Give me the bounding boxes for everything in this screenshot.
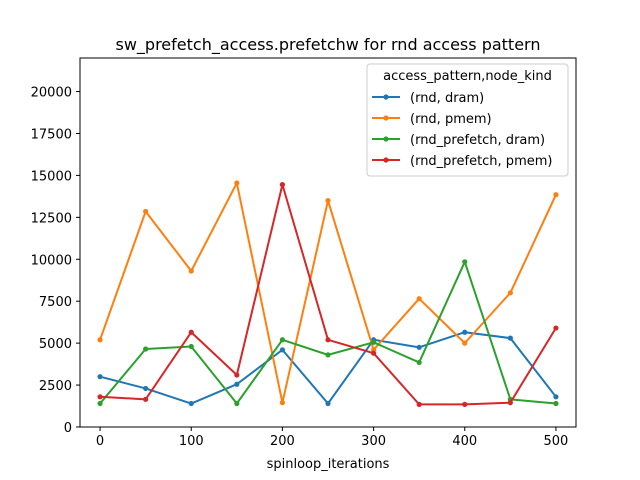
legend-marker bbox=[383, 157, 389, 163]
legend-entry: (rnd_prefetch, dram) bbox=[410, 133, 545, 148]
y-tick-label: 12500 bbox=[31, 211, 72, 226]
data-point bbox=[416, 401, 422, 407]
y-tick-label: 0 bbox=[64, 421, 72, 436]
data-point bbox=[507, 335, 513, 341]
data-point bbox=[188, 329, 194, 335]
data-point bbox=[370, 339, 377, 345]
data-point bbox=[553, 400, 559, 407]
data-point bbox=[97, 400, 103, 407]
data-point bbox=[97, 374, 103, 380]
series-0 bbox=[97, 329, 559, 407]
y-tick-label: 2500 bbox=[39, 379, 72, 394]
data-point bbox=[462, 329, 468, 335]
data-point bbox=[370, 350, 377, 356]
x-tick-label: 300 bbox=[361, 434, 386, 449]
data-point bbox=[234, 400, 240, 407]
data-point bbox=[188, 400, 194, 407]
data-point bbox=[462, 340, 468, 346]
legend-marker bbox=[383, 136, 389, 142]
legend-box bbox=[366, 63, 569, 177]
data-point bbox=[553, 192, 559, 198]
data-point bbox=[507, 290, 513, 296]
data-point bbox=[325, 400, 331, 407]
data-point bbox=[188, 268, 194, 274]
x-tick-label: 0 bbox=[96, 434, 104, 449]
series-3 bbox=[97, 182, 559, 407]
y-tick-label: 10000 bbox=[31, 253, 72, 268]
data-point bbox=[325, 337, 331, 343]
data-point bbox=[234, 372, 240, 378]
data-point bbox=[416, 359, 422, 366]
data-point bbox=[279, 182, 286, 188]
y-tick-label: 7500 bbox=[39, 295, 72, 310]
legend-title: access_pattern,node_kind bbox=[383, 69, 552, 84]
data-point bbox=[553, 325, 559, 331]
x-axis: 0 100 200 300 400 500 bbox=[96, 427, 568, 449]
legend-marker bbox=[383, 94, 389, 100]
data-point bbox=[416, 296, 422, 302]
series-1 bbox=[97, 180, 559, 406]
data-point bbox=[416, 344, 422, 350]
x-tick-label: 500 bbox=[544, 434, 569, 449]
data-point bbox=[462, 259, 468, 265]
legend-marker bbox=[383, 115, 389, 121]
x-tick-label: 100 bbox=[179, 434, 204, 449]
legend-entry: (rnd, dram) bbox=[410, 91, 484, 106]
data-point bbox=[97, 337, 103, 343]
x-tick-label: 400 bbox=[452, 434, 477, 449]
x-tick-label: 200 bbox=[270, 434, 295, 449]
data-point bbox=[325, 197, 331, 204]
data-point bbox=[234, 180, 240, 186]
data-point bbox=[553, 394, 559, 400]
data-point bbox=[143, 385, 149, 392]
legend-entry: (rnd_prefetch, pmem) bbox=[410, 154, 552, 169]
x-axis-label: spinloop_iterations bbox=[267, 457, 390, 472]
chart-title: sw_prefetch_access.prefetchw for rnd acc… bbox=[116, 35, 541, 55]
data-point bbox=[462, 401, 468, 407]
y-tick-label: 5000 bbox=[39, 337, 72, 352]
data-point bbox=[507, 400, 513, 406]
data-point bbox=[325, 352, 331, 358]
data-point bbox=[279, 347, 286, 353]
data-point bbox=[279, 337, 286, 343]
data-point bbox=[188, 343, 194, 350]
y-tick-label: 15000 bbox=[31, 169, 72, 184]
data-point bbox=[143, 396, 149, 402]
y-tick-label: 17500 bbox=[31, 127, 72, 142]
data-point bbox=[143, 346, 149, 352]
y-axis: 0 2500 5000 7500 10000 12500 15000 17500 20000 bbox=[31, 86, 80, 436]
legend: access_pattern,node_kind (rnd, dram) (rnd,… bbox=[366, 63, 569, 177]
data-point bbox=[143, 208, 149, 215]
data-point bbox=[97, 394, 103, 400]
data-point bbox=[234, 381, 240, 387]
legend-entry: (rnd, pmem) bbox=[410, 112, 492, 127]
y-tick-label: 20000 bbox=[31, 86, 72, 101]
data-point bbox=[279, 400, 286, 406]
